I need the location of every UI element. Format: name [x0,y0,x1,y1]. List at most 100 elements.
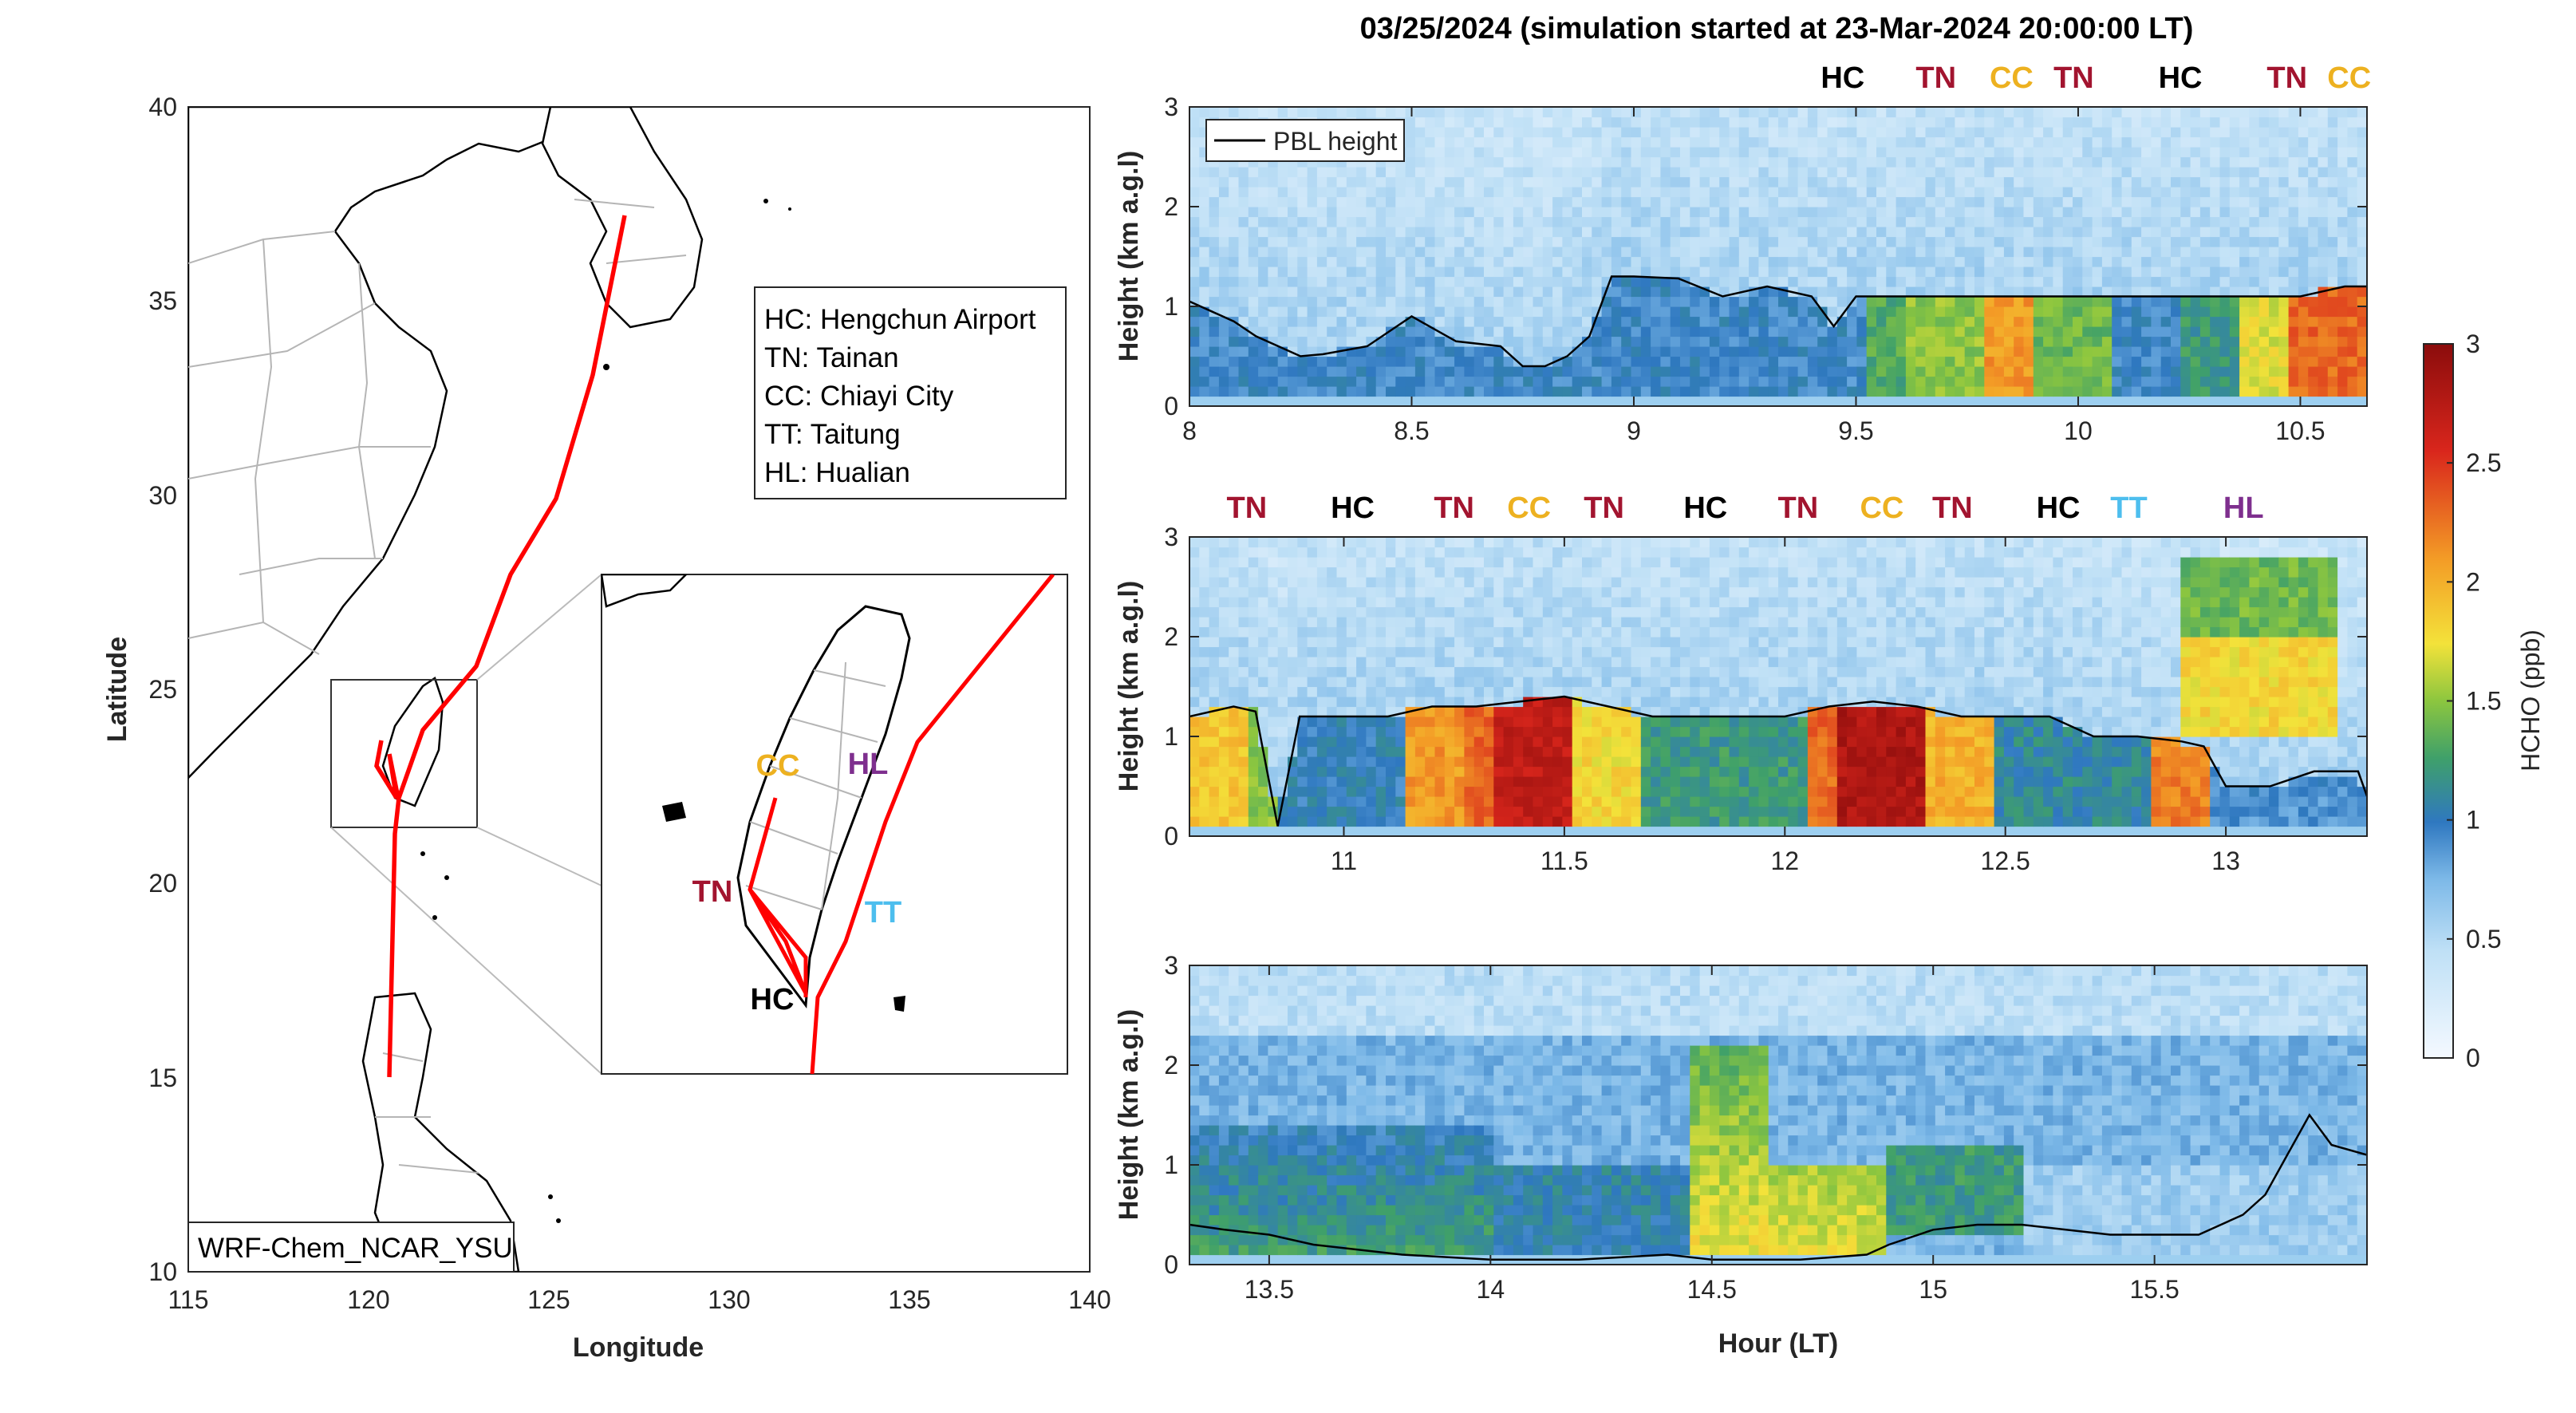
heatmap-cell [1346,816,1357,827]
heatmap-cell [2073,376,2083,387]
heatmap-cell [1444,346,1455,357]
heatmap-cell [1552,736,1563,748]
heatmap-cell [1964,116,1975,128]
heatmap-cell [1582,657,1592,668]
heatmap-cell [1218,296,1229,307]
heatmap-cell [2014,336,2025,347]
heatmap-cell [1631,766,1642,777]
heatmap-cell [1925,276,1936,287]
heatmap-cell [1238,686,1249,697]
heatmap-cell [1582,196,1592,207]
heatmap-cell [2298,366,2309,377]
heatmap-cell [1592,147,1603,158]
heatmap-cell [1738,326,1750,337]
heatmap-cell [2308,216,2319,227]
heatmap-cell [1994,366,2005,377]
heatmap-cell [1552,127,1563,138]
heatmap-cell [1729,376,1740,387]
heatmap-cell [1248,326,1259,337]
heatmap-cell [1729,306,1740,318]
heatmap-cell [1660,176,1671,187]
heatmap-cell [2357,356,2367,367]
heatmap-cell [1425,386,1436,397]
heatmap-cell [1542,306,1553,318]
heatmap-cell [1444,116,1455,128]
heatmap-cell [2347,116,2358,128]
heatmap-cell [1503,326,1514,337]
heatmap-cell [2003,156,2014,168]
heatmap-cell [1473,227,1485,238]
heatmap-cell [1631,677,1642,688]
heatmap-cell [1945,207,1955,218]
heatmap-cell [1336,366,1347,377]
heatmap-cell [1935,316,1946,327]
heatmap-cell [1601,666,1612,677]
heatmap-cell [1582,127,1592,138]
heatmap-cell [1611,677,1622,688]
heatmap-cell [1434,236,1446,247]
heatmap-cell [1572,617,1583,628]
heatmap-cell [2327,346,2338,357]
heatmap-cell [1856,107,1868,118]
heatmap-cell [1248,577,1259,588]
heatmap-cell [1611,697,1622,708]
heatmap-cell [1493,116,1505,128]
heatmap-cell [1631,336,1642,347]
heatmap-cell [1621,276,1632,287]
heatmap-cell [1729,187,1740,198]
heatmap-cell [1523,557,1534,568]
heatmap-cell [1660,766,1671,777]
heatmap-cell [1454,646,1465,657]
heatmap-cell [1631,816,1642,827]
heatmap-cell [1484,216,1494,227]
heatmap-cell [1503,736,1514,748]
heatmap-cell [1199,597,1210,608]
heatmap-cell [1414,207,1426,218]
heatmap-cell [1229,247,1240,258]
model-label: WRF-Chem_NCAR_YSU [198,1233,513,1264]
heatmap-cell [1268,176,1279,187]
heatmap-cell [1533,626,1544,637]
heatmap-cell [1444,276,1455,287]
heatmap-cell [1660,756,1671,768]
heatmap-cell [1307,107,1318,118]
heatmap-cell [1218,276,1229,287]
heatmap-cell [1533,786,1544,797]
heatmap-cell [1316,637,1327,648]
heatmap-cell [1248,646,1259,657]
heatmap-cell [1425,187,1436,198]
heatmap-cell [1915,266,1927,278]
heatmap-cell [1601,677,1612,688]
heatmap-cell [1238,296,1249,307]
heatmap-cell [1346,766,1357,777]
heatmap-cell [2062,276,2073,287]
heatmap-cell [1444,196,1455,207]
heatmap-cell [1523,716,1534,728]
heatmap-cell [2053,266,2064,278]
heatmap-cell [1366,386,1377,397]
heatmap-cell [1444,366,1455,377]
heatmap-cell [1346,266,1357,278]
heatmap-cell [2141,266,2152,278]
heatmap-cell [1582,806,1592,817]
heatmap-cell [1533,116,1544,128]
heatmap-cell [1945,356,1955,367]
heatmap-cell [1425,657,1436,668]
heatmap-cell [1572,276,1583,287]
heatmap-cell [1847,306,1857,318]
heatmap-cell [1984,236,1995,247]
heatmap-cell [1414,716,1426,728]
heatmap-cell [1709,156,1720,168]
heatmap-cell [2357,346,2367,357]
heatmap-cell [1425,716,1436,728]
heatmap-cell [2171,386,2181,397]
heatmap-cell [1533,147,1544,158]
heatmap-cell [2249,127,2260,138]
heatmap-cell [2101,346,2112,357]
heatmap-cell [1434,697,1446,708]
heatmap-cell [1386,637,1396,648]
heatmap-cell [1651,296,1661,307]
heatmap-cell [1503,657,1514,668]
heatmap-cell [1768,376,1779,387]
heatmap-cell [1562,686,1573,697]
